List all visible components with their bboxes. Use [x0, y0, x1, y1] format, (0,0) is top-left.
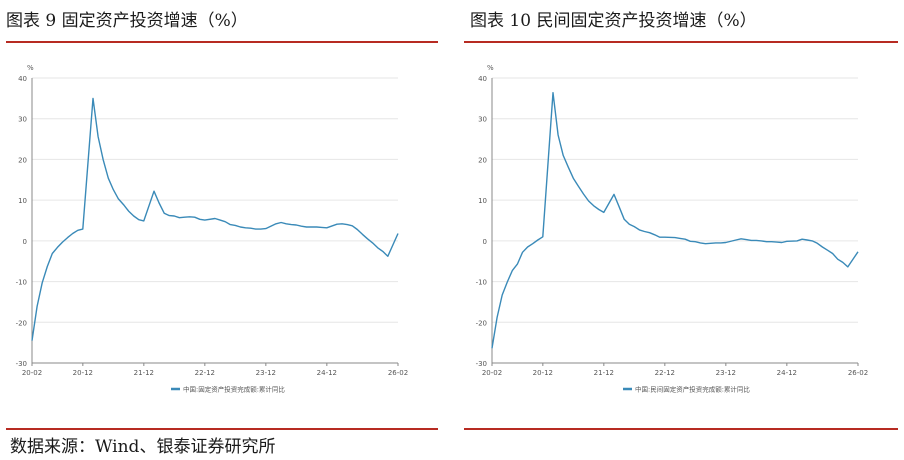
chart-1-title: 图表 9 固定资产投资增速（%）	[6, 11, 248, 31]
y-axis-unit: %	[487, 64, 494, 72]
x-tick-label: 22-12	[655, 369, 675, 377]
legend-label: 中国:民间固定资产投资完成额:累计同比	[635, 385, 750, 394]
x-tick-label: 20-02	[22, 369, 42, 377]
series-line	[31, 97, 399, 341]
y-tick-label: 10	[18, 197, 27, 205]
y-tick-label: 0	[483, 238, 487, 246]
top-rule-right	[464, 41, 898, 43]
bottom-rule-left	[6, 428, 438, 430]
x-tick-label: 21-12	[594, 369, 614, 377]
x-tick-label: 20-02	[482, 369, 502, 377]
legend: 中国:固定资产投资完成额:累计同比	[171, 385, 285, 394]
y-tick-label: 40	[18, 75, 27, 83]
legend: 中国:民间固定资产投资完成额:累计同比	[623, 385, 750, 394]
y-tick-label: 10	[478, 197, 487, 205]
x-tick-label: 21-12	[134, 369, 154, 377]
y-tick-label: -20	[476, 319, 487, 327]
top-rule-left	[6, 41, 438, 43]
y-tick-label: 30	[478, 116, 487, 124]
x-tick-label: 24-12	[777, 369, 797, 377]
y-tick-label: -10	[16, 279, 27, 287]
x-tick-label: 20-12	[73, 369, 93, 377]
y-tick-label: 20	[478, 156, 487, 164]
y-axis-unit: %	[27, 64, 34, 72]
y-tick-label: 40	[478, 75, 487, 83]
series-line	[491, 92, 859, 349]
y-tick-label: -20	[16, 319, 27, 327]
source-note: 数据来源：Wind、银泰证券研究所	[10, 437, 276, 457]
y-tick-label: -30	[16, 360, 27, 368]
y-tick-label: -30	[476, 360, 487, 368]
x-tick-label: 22-12	[195, 369, 215, 377]
y-tick-label: -10	[476, 279, 487, 287]
x-tick-label: 26-02	[388, 369, 408, 377]
x-tick-label: 20-12	[533, 369, 553, 377]
x-tick-label: 23-12	[256, 369, 276, 377]
bottom-rule-right	[464, 428, 898, 430]
x-tick-label: 24-12	[317, 369, 337, 377]
y-tick-label: 20	[18, 156, 27, 164]
x-tick-label: 26-02	[848, 369, 868, 377]
y-tick-label: 30	[18, 116, 27, 124]
x-tick-label: 23-12	[716, 369, 736, 377]
chart-2-title: 图表 10 民间固定资产投资增速（%）	[470, 11, 757, 31]
private-fixed-asset-investment-chart: 40 30 20 10 0 -10 -20 -30% 20-02 20-12 21-12 22-12 2…	[476, 64, 869, 394]
legend-label: 中国:固定资产投资完成额:累计同比	[183, 385, 285, 394]
y-tick-label: 0	[23, 238, 27, 246]
fixed-asset-investment-chart: 40 30 20 10 0 -10 -20 -30% 20-02 20-12 21-12 22-12 2…	[16, 64, 409, 394]
